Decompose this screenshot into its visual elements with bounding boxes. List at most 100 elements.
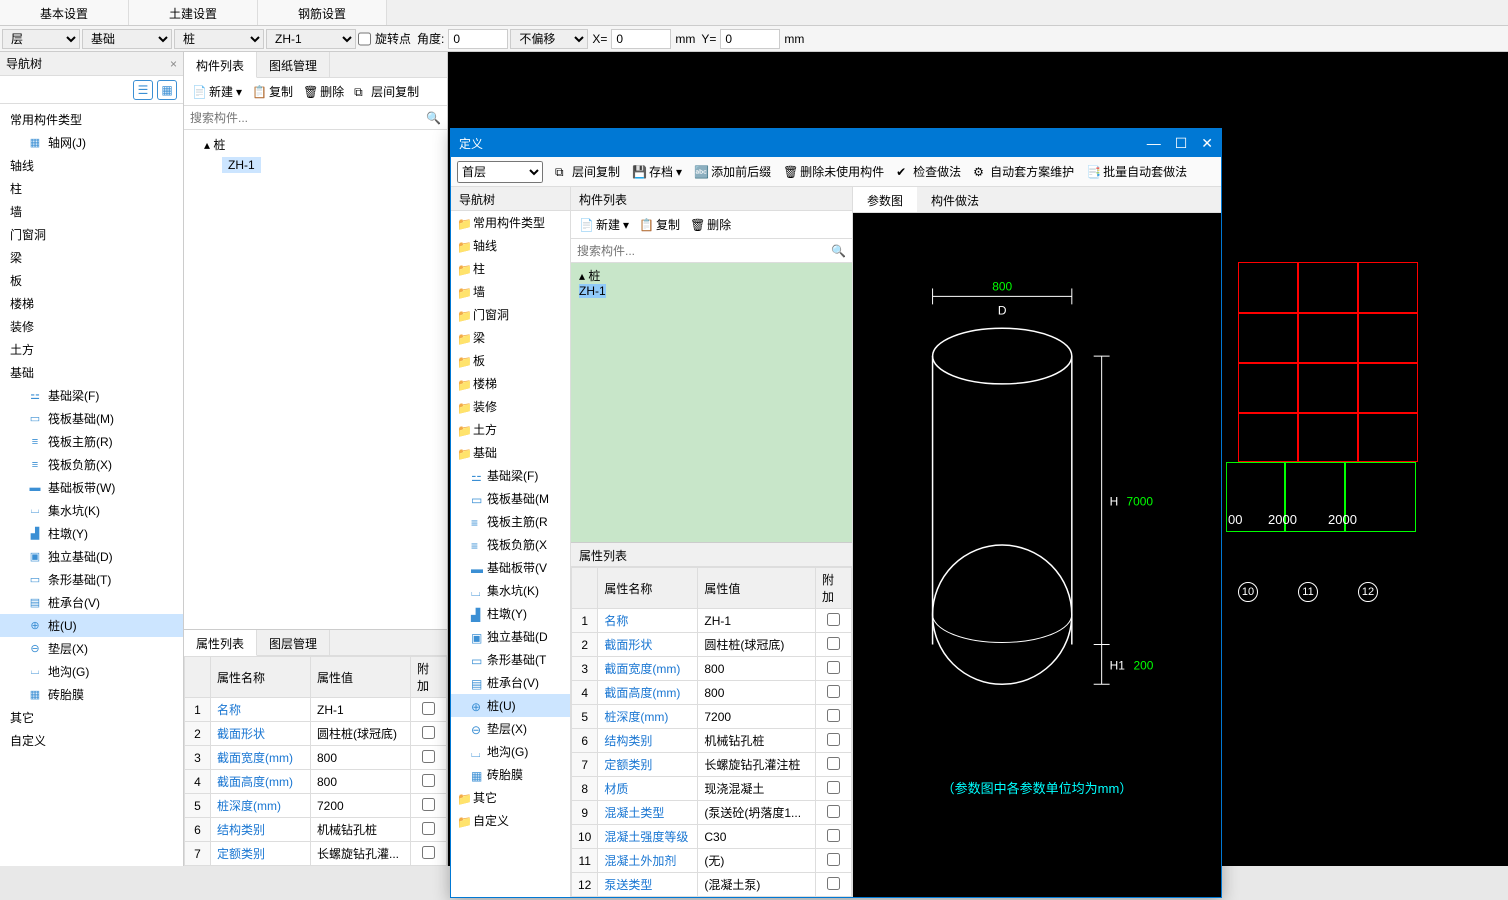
dn-fn[interactable]: ≡筏板负筋(X [451,533,570,556]
nav-fn[interactable]: ≡筏板负筋(X) [0,453,183,476]
offset-select[interactable]: 不偏移 [510,29,588,49]
prop-extra-checkbox[interactable] [422,798,435,811]
nav-brick[interactable]: ▦砖胎膜 [0,683,183,706]
search-input[interactable] [190,111,426,125]
dlg-new-button[interactable]: 📄新建 ▾ [579,216,629,233]
nav-column[interactable]: 柱 [0,177,183,200]
nav-trench[interactable]: ⌴地沟(G) [0,660,183,683]
dn-earth[interactable]: 📁土方 [451,418,570,441]
tab-rebar[interactable]: 钢筋设置 [258,0,387,25]
close-icon[interactable]: ✕ [1201,135,1213,152]
code-select[interactable]: ZH-1 [266,29,356,49]
search-icon[interactable]: 🔍 [831,244,846,258]
dn-axis[interactable]: 📁轴线 [451,234,570,257]
floor-select[interactable]: 首层 [457,161,543,183]
nav-common[interactable]: 常用构件类型 [0,108,183,131]
nav-wall[interactable]: 墙 [0,200,183,223]
prop-value[interactable]: 7200 [698,705,816,729]
tab-method[interactable]: 构件做法 [917,187,993,212]
dtb-auto[interactable]: ⚙自动套方案维护 [973,163,1074,180]
dn-cushion[interactable]: ⊖垫层(X) [451,717,570,740]
prop-value[interactable]: 现浇混凝土 [698,777,816,801]
dn-brick[interactable]: ▦砖胎膜 [451,763,570,786]
pile-select[interactable]: 桩 [174,29,264,49]
nav-custom[interactable]: 自定义 [0,729,183,752]
prop-value[interactable]: 长螺旋钻孔灌... [311,842,411,866]
dn-wall[interactable]: 📁墙 [451,280,570,303]
prop-extra-checkbox[interactable] [827,781,840,794]
dn-common[interactable]: 📁常用构件类型 [451,211,570,234]
tab-param-diagram[interactable]: 参数图 [853,187,917,212]
dn-pier[interactable]: ▟柱墩(Y) [451,602,570,625]
rotate-checkbox[interactable] [358,29,371,49]
dtb-del-unused[interactable]: 🗑删除未使用构件 [783,163,884,180]
nav-pit[interactable]: ⌴集水坑(K) [0,499,183,522]
y-input[interactable] [720,29,780,49]
tree-root[interactable]: ▴ 桩 [192,134,439,155]
view-grid-icon[interactable]: ▦ [157,80,177,100]
dlg-copy-button[interactable]: 📋复制 [639,216,680,233]
nav-axis[interactable]: 轴线 [0,154,183,177]
nav-cap[interactable]: ▤桩承台(V) [0,591,183,614]
dlg-search-input[interactable] [577,244,831,258]
dtb-batch[interactable]: 📑批量自动套做法 [1086,163,1187,180]
minimize-icon[interactable]: — [1147,135,1161,152]
dtb-check[interactable]: ✔检查做法 [896,163,961,180]
nav-stair[interactable]: 楼梯 [0,292,183,315]
prop-extra-checkbox[interactable] [827,613,840,626]
dn-fm[interactable]: ≡筏板主筋(R [451,510,570,533]
nav-fb[interactable]: ⚍基础梁(F) [0,384,183,407]
prop-value[interactable]: (无) [698,849,816,873]
tree-item[interactable]: ZH-1 [192,155,439,175]
prop-value[interactable]: 机械钻孔桩 [311,818,411,842]
nav-earth[interactable]: 土方 [0,338,183,361]
dn-slab[interactable]: 📁板 [451,349,570,372]
nav-fr[interactable]: ▭筏板基础(M) [0,407,183,430]
prop-extra-checkbox[interactable] [827,877,840,890]
prop-extra-checkbox[interactable] [827,661,840,674]
prop-extra-checkbox[interactable] [827,637,840,650]
dn-fb[interactable]: ⚍基础梁(F) [451,464,570,487]
floor-copy-button[interactable]: ⧉层间复制 [354,83,419,100]
nav-close-icon[interactable]: × [170,57,177,71]
prop-value[interactable]: 机械钻孔桩 [698,729,816,753]
nav-fm[interactable]: ≡筏板主筋(R) [0,430,183,453]
tab-comp-list[interactable]: 构件列表 [184,52,257,78]
dlg-tree-root[interactable]: ▴ 桩 [579,267,844,284]
prop-value[interactable]: 7200 [311,794,411,818]
nav-other[interactable]: 其它 [0,706,183,729]
dlg-delete-button[interactable]: 🗑删除 [690,216,731,233]
nav-opening[interactable]: 门窗洞 [0,223,183,246]
nav-beam[interactable]: 梁 [0,246,183,269]
dn-column[interactable]: 📁柱 [451,257,570,280]
tab-props[interactable]: 属性列表 [184,630,257,656]
prop-extra-checkbox[interactable] [827,685,840,698]
prop-value[interactable]: C30 [698,825,816,849]
prop-value[interactable]: 圆柱桩(球冠底) [698,633,816,657]
dn-pit[interactable]: ⌴集水坑(K) [451,579,570,602]
prop-extra-checkbox[interactable] [827,853,840,866]
dn-decor[interactable]: 📁装修 [451,395,570,418]
dn-iso[interactable]: ▣独立基础(D [451,625,570,648]
maximize-icon[interactable]: ☐ [1175,135,1188,152]
dn-custom[interactable]: 📁自定义 [451,809,570,832]
dn-fr[interactable]: ▭筏板基础(M [451,487,570,510]
prop-value[interactable]: 800 [698,681,816,705]
dn-opening[interactable]: 📁门窗洞 [451,303,570,326]
prop-extra-checkbox[interactable] [422,750,435,763]
dtb-floor-copy[interactable]: ⧉层间复制 [555,163,620,180]
nav-strip[interactable]: ▭条形基础(T) [0,568,183,591]
nav-iso[interactable]: ▣独立基础(D) [0,545,183,568]
prop-value[interactable]: 圆柱桩(球冠底) [311,722,411,746]
prop-value[interactable]: (混凝土泵) [698,873,816,897]
prop-extra-checkbox[interactable] [827,829,840,842]
nav-axis-grid[interactable]: ▦轴网(J) [0,131,183,154]
search-icon[interactable]: 🔍 [426,111,441,125]
tab-layer[interactable]: 图层管理 [257,630,330,655]
tab-build[interactable]: 土建设置 [129,0,258,25]
prop-extra-checkbox[interactable] [827,733,840,746]
nav-cushion[interactable]: ⊖垫层(X) [0,637,183,660]
dlg-tree-item[interactable]: ZH-1 [579,284,844,298]
dn-beam[interactable]: 📁梁 [451,326,570,349]
nav-decor[interactable]: 装修 [0,315,183,338]
